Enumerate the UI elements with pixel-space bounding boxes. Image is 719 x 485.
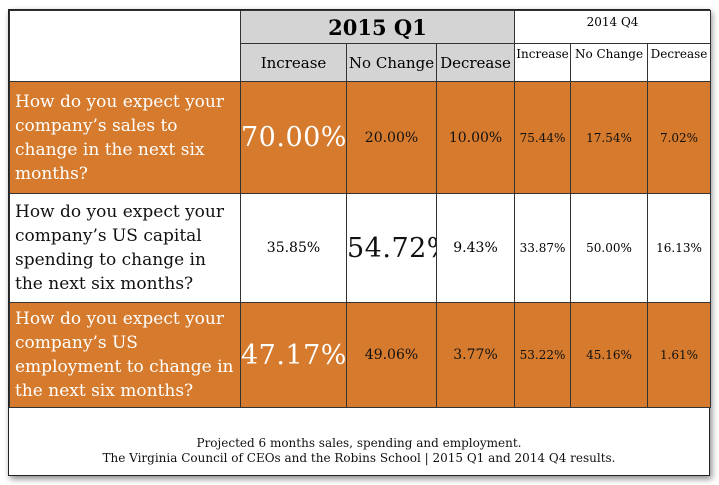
column-header-q1-no-change: No Change — [346, 43, 437, 82]
column-header-q4-increase: Increase — [514, 43, 572, 82]
value-sales-q1-no-change: 20.00% — [346, 81, 437, 194]
column-header-q1-decrease: Decrease — [435, 43, 516, 82]
survey-table: 2015 Q1 2014 Q4 Increase No Change Decre… — [9, 10, 712, 408]
value-sales-q4-decrease: 7.02% — [647, 81, 712, 194]
value-employment-q4-increase: 53.22% — [514, 302, 572, 408]
survey-figure: 2015 Q1 2014 Q4 Increase No Change Decre… — [8, 9, 712, 476]
value-employment-q1-increase: 47.17% — [240, 302, 347, 408]
table-row-capital-spending: How do you expect your company’s US capi… — [9, 193, 712, 303]
value-capital-q4-decrease: 16.13% — [647, 193, 712, 303]
question-capital-spending: How do you expect your company’s US capi… — [9, 193, 241, 303]
value-capital-q1-increase: 35.85% — [240, 193, 347, 303]
column-header-q1-increase: Increase — [240, 43, 347, 82]
value-sales-q4-increase: 75.44% — [514, 81, 572, 194]
caption: Projected 6 months sales, spending and e… — [9, 419, 709, 475]
value-sales-q1-increase: 70.00% — [240, 81, 347, 194]
question-employment: How do you expect your company’s US empl… — [9, 302, 241, 408]
question-sales: How do you expect your company’s sales t… — [9, 81, 241, 194]
caption-line-2: The Virginia Council of CEOs and the Rob… — [102, 451, 616, 465]
value-employment-q1-decrease: 3.77% — [435, 302, 516, 408]
value-capital-q4-no-change: 50.00% — [570, 193, 649, 303]
corner-cell — [9, 10, 241, 82]
value-employment-q4-no-change: 45.16% — [570, 302, 649, 408]
value-capital-q4-increase: 33.87% — [514, 193, 572, 303]
table-row-employment: How do you expect your company’s US empl… — [9, 302, 712, 408]
column-header-q4-decrease: Decrease — [647, 43, 712, 82]
column-header-q4-no-change: No Change — [570, 43, 649, 82]
value-capital-q1-no-change: 54.72% — [346, 193, 437, 303]
period-header-2015q1: 2015 Q1 — [239, 10, 516, 44]
value-capital-q1-decrease: 9.43% — [435, 193, 516, 303]
value-sales-q1-decrease: 10.00% — [435, 81, 516, 194]
table-row-sales: How do you expect your company’s sales t… — [9, 81, 712, 194]
value-sales-q4-no-change: 17.54% — [570, 81, 649, 194]
caption-line-1: Projected 6 months sales, spending and e… — [196, 436, 522, 450]
period-header-2014q4: 2014 Q4 — [514, 10, 712, 44]
value-employment-q1-no-change: 49.06% — [346, 302, 437, 408]
value-employment-q4-decrease: 1.61% — [647, 302, 712, 408]
